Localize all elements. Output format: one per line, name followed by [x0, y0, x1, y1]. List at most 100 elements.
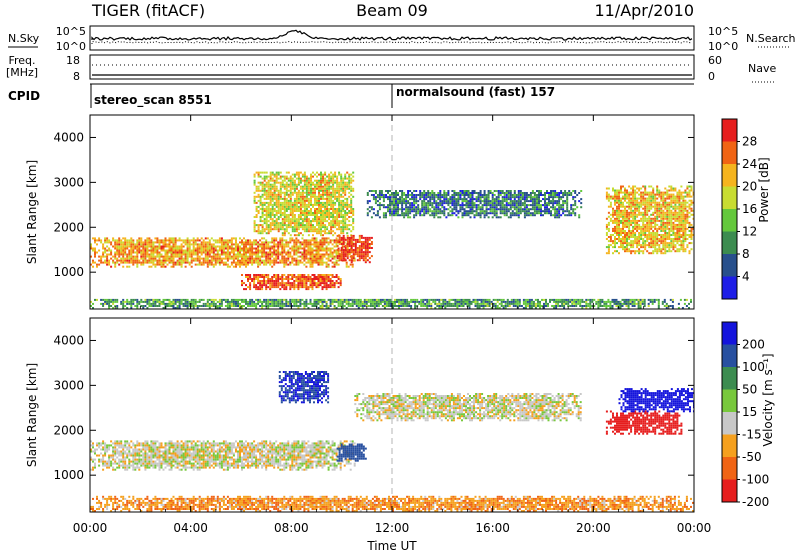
heatmap-cell [335, 259, 338, 262]
heatmap-cell [180, 253, 183, 256]
heatmap-cell [265, 243, 268, 246]
heatmap-cell [451, 208, 454, 211]
heatmap-cell [396, 300, 398, 303]
heatmap-cell [287, 216, 290, 218]
heatmap-cell [285, 259, 288, 262]
heatmap-cell [347, 265, 350, 268]
heatmap-cell [408, 300, 411, 303]
heatmap-cell [510, 298, 513, 301]
heatmap-cell [327, 280, 330, 282]
heatmap-cell [379, 302, 382, 305]
heatmap-cell [104, 251, 107, 254]
heatmap-cell [305, 216, 308, 218]
heatmap-cell [102, 302, 105, 305]
heatmap-cell [506, 305, 509, 307]
heatmap-cell [543, 305, 545, 307]
heatmap-cell [523, 216, 526, 219]
heatmap-cell [314, 195, 316, 198]
heatmap-cell [554, 210, 557, 213]
heatmap-cell [358, 255, 361, 258]
heatmap-cell [186, 302, 189, 305]
heatmap-cell [126, 298, 129, 301]
heatmap-cell [341, 302, 344, 305]
heatmap-cell [352, 195, 355, 198]
heatmap-cell [324, 201, 327, 204]
heatmap-cell [429, 208, 432, 211]
heatmap-cell [315, 241, 318, 244]
heatmap-cell [220, 259, 223, 262]
heatmap-cell [321, 280, 324, 282]
heatmap-cell [423, 196, 426, 199]
heatmap-cell [489, 192, 492, 194]
heatmap-cell [263, 263, 266, 266]
heatmap-cell [360, 255, 363, 258]
heatmap-cell [142, 259, 145, 262]
heatmap-cell [251, 247, 254, 250]
heatmap-cell [269, 230, 272, 233]
heatmap-cell [427, 202, 430, 205]
heatmap-cell [449, 200, 452, 203]
heatmap-cell [275, 257, 278, 260]
heatmap-cell [529, 204, 532, 207]
heatmap-cell [326, 212, 329, 214]
heatmap-cell [257, 224, 260, 227]
heatmap-cell [363, 298, 366, 301]
heatmap-cell [389, 200, 391, 203]
heatmap-cell [218, 263, 221, 266]
heatmap-cell [188, 300, 191, 303]
heatmap-cell [222, 247, 225, 250]
heatmap-cell [534, 305, 537, 307]
heatmap-cell [401, 208, 404, 211]
heatmap-cell [241, 241, 243, 244]
heatmap-cell [352, 226, 355, 229]
heatmap-cell [410, 307, 413, 309]
heatmap-cell [257, 245, 260, 248]
heatmap-cell [253, 280, 256, 282]
heatmap-cell [283, 288, 286, 291]
heatmap-cell [283, 239, 286, 242]
heatmap-cell [178, 259, 181, 262]
heatmap-cell [162, 265, 165, 268]
heatmap-cell [536, 202, 538, 205]
heatmap-cell [144, 249, 147, 252]
heatmap-cell [247, 247, 249, 250]
heatmap-cell [330, 171, 333, 174]
heatmap-cell [293, 245, 296, 248]
heatmap-cell [140, 237, 143, 240]
heatmap-cell [447, 204, 450, 207]
heatmap-cell [471, 190, 474, 192]
heatmap-cell [460, 300, 463, 303]
heatmap-cell [120, 239, 123, 242]
heatmap-cell [485, 212, 488, 215]
heatmap-cell [90, 243, 92, 246]
heatmap-cell [130, 259, 133, 262]
heatmap-cell [344, 177, 347, 180]
heatmap-cell [527, 214, 530, 217]
heatmap-cell [257, 185, 260, 188]
heatmap-cell [485, 208, 488, 211]
heatmap-cell [338, 241, 341, 243]
heatmap-cell [439, 200, 442, 203]
heatmap-cell [251, 243, 254, 246]
heatmap-cell [338, 205, 341, 208]
heatmap-cell [186, 300, 189, 303]
heatmap-cell [346, 238, 349, 241]
heatmap-cell [386, 298, 388, 301]
heatmap-cell [482, 302, 485, 305]
heatmap-cell [457, 210, 460, 213]
heatmap-cell [344, 216, 347, 218]
heatmap-cell [114, 263, 117, 266]
heatmap-cell [395, 212, 397, 215]
heatmap-cell [410, 298, 413, 301]
heatmap-cell [326, 228, 329, 231]
heatmap-cell [527, 212, 530, 215]
heatmap-cell [323, 282, 326, 285]
heatmap-cell [273, 245, 276, 248]
heatmap-cell [344, 210, 347, 212]
heatmap-cell [471, 198, 474, 201]
heatmap-cell [92, 237, 94, 240]
heatmap-cell [194, 247, 197, 250]
heatmap-cell [388, 298, 390, 301]
heatmap-cell [453, 206, 456, 209]
heatmap-cell [451, 204, 454, 207]
